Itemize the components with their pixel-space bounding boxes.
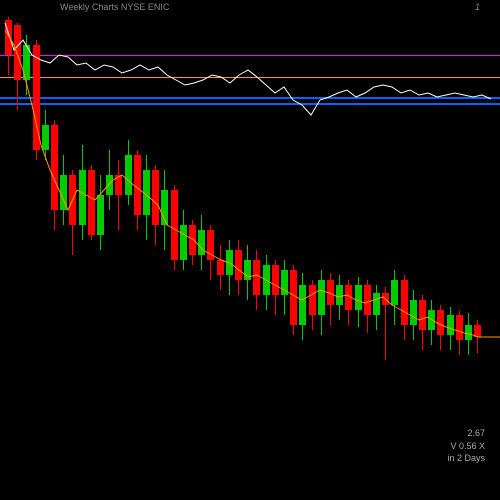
volume-value: V 0.56 X — [447, 440, 485, 453]
chart-title: Weekly Charts NYSE ENIC — [60, 2, 169, 12]
candlestick-chart — [0, 15, 500, 455]
price-info: 2.67 V 0.56 X in 2 Days — [447, 427, 485, 465]
price-value: 2.67 — [447, 427, 485, 440]
header-right: 1 — [475, 2, 480, 12]
timing-value: in 2 Days — [447, 452, 485, 465]
